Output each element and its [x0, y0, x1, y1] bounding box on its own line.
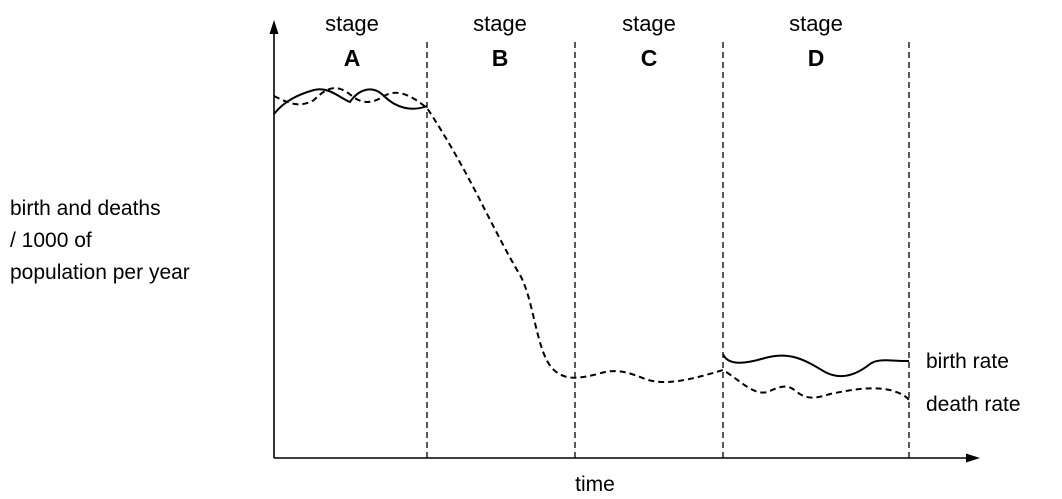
birth-rate-label: birth rate — [926, 350, 1009, 373]
y-axis-label-line-2: / 1000 of — [10, 229, 92, 252]
stage-b-letter: B — [492, 45, 509, 71]
stage-c-letter: C — [641, 45, 658, 71]
x-axis-arrowhead — [966, 453, 980, 463]
y-axis-label: birth and deaths / 1000 of population pe… — [10, 193, 190, 289]
death-rate-label: death rate — [926, 393, 1021, 416]
stage-a-letter: A — [344, 45, 361, 71]
death-rate-curve — [273, 87, 910, 401]
stage-c-word: stage — [622, 11, 676, 36]
stage-b-word: stage — [473, 11, 527, 36]
y-axis-label-line-1: birth and deaths — [10, 197, 161, 220]
stage-a-word: stage — [325, 11, 379, 36]
birth-rate-curve-stage-d — [722, 353, 910, 378]
stage-d-word: stage — [789, 11, 843, 36]
x-axis-label: time — [575, 473, 615, 496]
birth-rate-curve-stage-a — [273, 88, 428, 115]
stage-d-letter: D — [808, 45, 825, 71]
y-axis-arrowhead — [269, 20, 279, 34]
y-axis-label-line-3: population per year — [10, 261, 190, 284]
